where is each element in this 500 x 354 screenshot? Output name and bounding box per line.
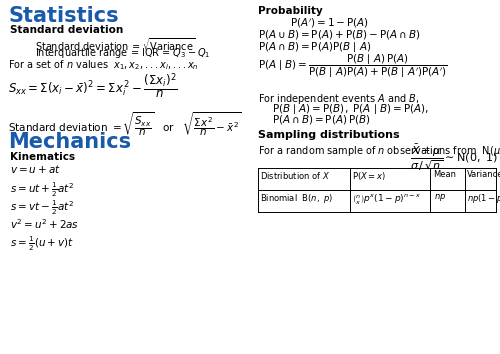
Text: $s = \frac{1}{2}(u + v)t$: $s = \frac{1}{2}(u + v)t$ xyxy=(10,235,74,253)
Text: $s = vt - \frac{1}{2}at^2$: $s = vt - \frac{1}{2}at^2$ xyxy=(10,199,74,217)
Text: $\dfrac{\bar{X} - \mu}{\sigma\,/\,\sqrt{n}} \sim \mathrm{N}(0,\ 1)$: $\dfrac{\bar{X} - \mu}{\sigma\,/\,\sqrt{… xyxy=(410,143,498,173)
Text: For independent events $A$ and $B,$: For independent events $A$ and $B,$ xyxy=(258,92,420,106)
Text: Distribution of $X$: Distribution of $X$ xyxy=(260,170,330,181)
Text: Standard deviation = $\sqrt{\mathrm{Variance}}$: Standard deviation = $\sqrt{\mathrm{Vari… xyxy=(35,36,196,53)
Text: $v^2 = u^2 + 2as$: $v^2 = u^2 + 2as$ xyxy=(10,217,79,231)
Text: $np$: $np$ xyxy=(434,192,446,203)
Text: Standard deviation $= \sqrt{\dfrac{S_{xx}}{n}}$   or   $\sqrt{\dfrac{\Sigma x^2}: Standard deviation $= \sqrt{\dfrac{S_{xx… xyxy=(8,110,242,138)
Text: $\mathrm{P}(X = x)$: $\mathrm{P}(X = x)$ xyxy=(352,170,386,182)
Text: $\mathrm{P}(A \cap B) = \mathrm{P}(A)\mathrm{P}(B \mid A)$: $\mathrm{P}(A \cap B) = \mathrm{P}(A)\ma… xyxy=(258,40,371,54)
Text: Binomial  $\mathrm{B}(n,\ p)$: Binomial $\mathrm{B}(n,\ p)$ xyxy=(260,192,333,205)
Text: Statistics: Statistics xyxy=(8,6,118,26)
Text: Interquartile range = IQR = $Q_3 - Q_1$: Interquartile range = IQR = $Q_3 - Q_1$ xyxy=(35,46,210,60)
Text: $\mathrm{P}(A \cup B) = \mathrm{P}(A) + \mathrm{P}(B) - \mathrm{P}(A \cap B)$: $\mathrm{P}(A \cup B) = \mathrm{P}(A) + … xyxy=(258,28,420,41)
Text: Probability: Probability xyxy=(258,6,323,16)
Text: For a random sample of $n$ observations from  $\mathrm{N}(\mu,\ \sigma^2)$: For a random sample of $n$ observations … xyxy=(258,143,500,159)
Text: $\mathrm{P}(B \mid A) = \mathrm{P}(B),\ \mathrm{P}(A \mid B) = \mathrm{P}(A),$: $\mathrm{P}(B \mid A) = \mathrm{P}(B),\ … xyxy=(272,102,429,116)
Text: Variance: Variance xyxy=(467,170,500,179)
Text: $\mathrm{P}(A \cap B) = \mathrm{P}(A)\,\mathrm{P}(B)$: $\mathrm{P}(A \cap B) = \mathrm{P}(A)\,\… xyxy=(272,113,370,126)
Text: $\binom{n}{x}p^x(1-p)^{n-x}$: $\binom{n}{x}p^x(1-p)^{n-x}$ xyxy=(352,192,421,206)
Text: $\mathrm{P}(A') = 1 - \mathrm{P}(A)$: $\mathrm{P}(A') = 1 - \mathrm{P}(A)$ xyxy=(290,17,369,30)
Text: $v = u + at$: $v = u + at$ xyxy=(10,163,61,175)
Text: $s = ut + \frac{1}{2}at^2$: $s = ut + \frac{1}{2}at^2$ xyxy=(10,181,74,199)
Text: $\mathrm{P}(A \mid B) = \dfrac{\mathrm{P}(B \mid A)\,\mathrm{P}(A)}{\mathrm{P}(B: $\mathrm{P}(A \mid B) = \dfrac{\mathrm{P… xyxy=(258,52,448,80)
Text: Mean: Mean xyxy=(433,170,456,179)
Text: Mechanics: Mechanics xyxy=(8,132,131,152)
Text: Kinematics: Kinematics xyxy=(10,152,75,162)
Text: $S_{xx} = \Sigma(x_i - \bar{x})^2 = \Sigma x_i^{\,2} - \dfrac{(\Sigma x_i)^2}{n}: $S_{xx} = \Sigma(x_i - \bar{x})^2 = \Sig… xyxy=(8,72,178,101)
Text: Standard deviation: Standard deviation xyxy=(10,25,123,35)
Text: $np(1-p)$: $np(1-p)$ xyxy=(467,192,500,205)
Text: For a set of $n$ values  $x_1, x_2, ...x_i,...x_n$: For a set of $n$ values $x_1, x_2, ...x_… xyxy=(8,58,199,72)
Text: Sampling distributions: Sampling distributions xyxy=(258,130,400,140)
